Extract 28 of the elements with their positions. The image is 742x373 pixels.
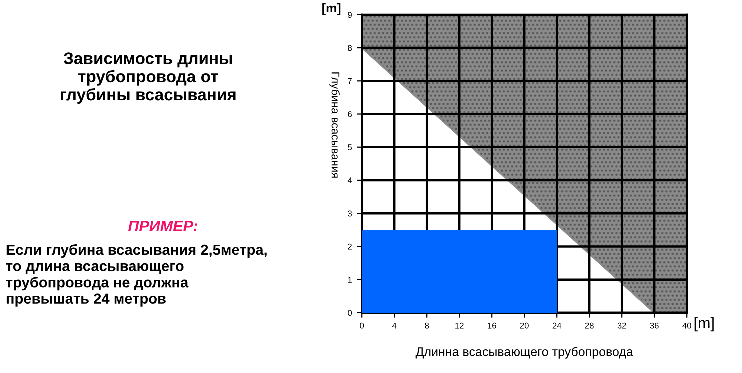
x-tick-label: 24 bbox=[552, 322, 562, 329]
text: Если глубина всасывания 2,5метра, то длина всасывающего трубопровода не должна превышать 24 метров bbox=[6, 244, 267, 307]
y-tick-label: 8 bbox=[348, 45, 352, 52]
text: [m] bbox=[694, 317, 714, 332]
x-tick-label: 12 bbox=[456, 322, 464, 329]
x-tick-label: 16 bbox=[488, 322, 496, 329]
text: Зависимость длины трубопровода от глубины всасывания bbox=[61, 52, 236, 104]
y-tick-label: 7 bbox=[348, 78, 352, 84]
y-tick-label: 9 bbox=[348, 12, 352, 18]
text: ПРИМЕР: bbox=[128, 220, 198, 232]
y-tick-label: 3 bbox=[348, 210, 352, 217]
x-tick-label: 8 bbox=[425, 322, 430, 329]
y-tick-label: 2 bbox=[348, 244, 352, 250]
x-tick-label: 40 bbox=[682, 322, 692, 329]
x-axis-title: Длинна всасывающего трубопровода bbox=[416, 347, 634, 359]
y-tick-label: 1 bbox=[348, 277, 352, 283]
y-axis-title: Глубина всасывания bbox=[330, 72, 340, 178]
x-tick-label: 20 bbox=[520, 322, 529, 329]
x-tick-label: 28 bbox=[585, 322, 594, 329]
y-tick-label: 5 bbox=[348, 144, 352, 150]
y-tick-label: 4 bbox=[348, 178, 352, 184]
text: [m] bbox=[322, 4, 341, 16]
y-tick-label: 0 bbox=[348, 310, 352, 316]
x-tick-label: 36 bbox=[650, 322, 659, 329]
y-tick-label: 6 bbox=[348, 111, 352, 118]
x-tick-label: 4 bbox=[392, 322, 397, 329]
x-tick-label: 0 bbox=[360, 322, 364, 329]
x-tick-label: 32 bbox=[618, 322, 626, 329]
